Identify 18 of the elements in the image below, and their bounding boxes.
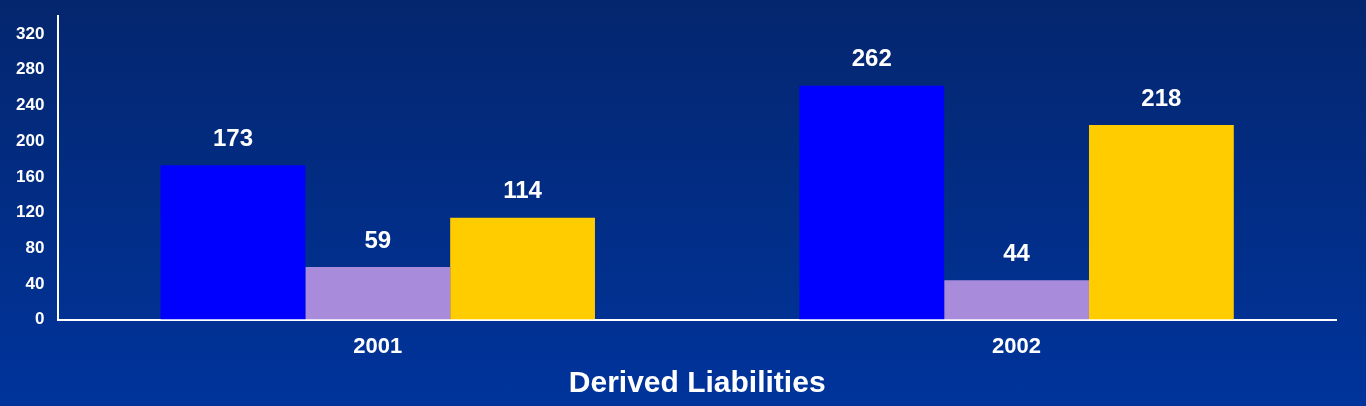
data-label: 262 <box>851 44 892 72</box>
data-label: 218 <box>1141 83 1182 111</box>
y-tick-label: 320 <box>15 23 45 43</box>
data-label: 114 <box>503 176 543 204</box>
y-tick-label: 160 <box>15 166 45 186</box>
y-tick-label: 240 <box>15 95 45 115</box>
data-label: 44 <box>1003 238 1031 266</box>
x-tick-label: 2002 <box>992 332 1042 358</box>
data-label: 173 <box>212 123 253 151</box>
x-axis-title: Derived Liabilities <box>568 365 826 399</box>
x-tick-label: 2001 <box>353 332 403 358</box>
y-tick-label: 200 <box>15 130 45 150</box>
y-tick-label: 80 <box>25 237 45 257</box>
y-tick-label: 0 <box>34 309 45 329</box>
y-tick-label: 120 <box>15 202 45 222</box>
y-tick-label: 40 <box>25 273 45 293</box>
data-label: 59 <box>364 225 392 253</box>
y-tick-label: 280 <box>15 59 45 79</box>
